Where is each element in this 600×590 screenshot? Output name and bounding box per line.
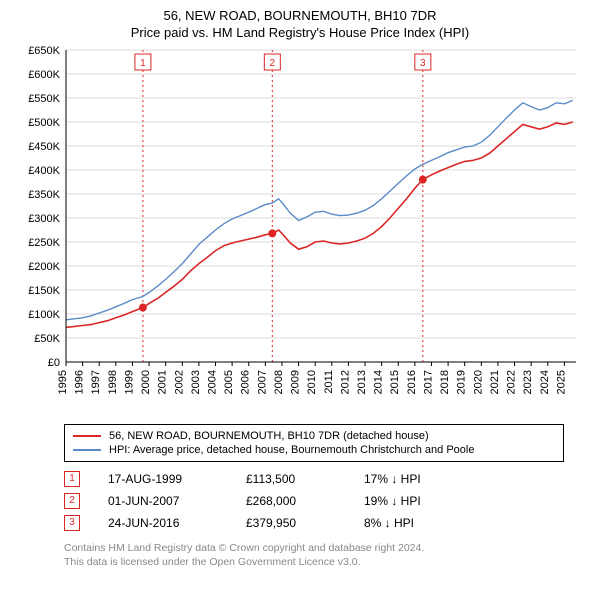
chart-title: 56, NEW ROAD, BOURNEMOUTH, BH10 7DR xyxy=(14,8,586,25)
legend-label: HPI: Average price, detached house, Bour… xyxy=(109,444,474,456)
sale-marker: 1 xyxy=(64,471,80,487)
svg-text:2009: 2009 xyxy=(290,370,302,394)
sale-diff: 17% ↓ HPI xyxy=(364,472,464,486)
svg-text:£300K: £300K xyxy=(28,213,60,225)
svg-text:2019: 2019 xyxy=(456,370,468,394)
svg-text:2011: 2011 xyxy=(323,370,335,394)
svg-text:2001: 2001 xyxy=(157,370,169,394)
svg-text:2007: 2007 xyxy=(256,370,268,394)
svg-text:2025: 2025 xyxy=(555,370,567,394)
svg-text:2017: 2017 xyxy=(422,370,434,394)
svg-text:£650K: £650K xyxy=(28,46,60,57)
svg-text:2014: 2014 xyxy=(373,370,385,394)
sale-row: 1 17-AUG-1999 £113,500 17% ↓ HPI xyxy=(64,468,586,490)
svg-text:£600K: £600K xyxy=(28,69,60,81)
chart-plot-area: £0 £50K £100K £150K £200K £250K £300K £350K £400… xyxy=(14,46,586,416)
svg-text:£250K: £250K xyxy=(28,237,60,249)
svg-text:£100K: £100K xyxy=(28,309,60,321)
svg-text:2018: 2018 xyxy=(439,370,451,394)
svg-text:2013: 2013 xyxy=(356,370,368,394)
svg-text:2006: 2006 xyxy=(240,370,252,394)
svg-text:2002: 2002 xyxy=(173,370,185,394)
legend-box: 56, NEW ROAD, BOURNEMOUTH, BH10 7DR (det… xyxy=(64,424,564,462)
svg-text:£0: £0 xyxy=(48,357,60,369)
svg-text:£150K: £150K xyxy=(28,285,60,297)
svg-text:1: 1 xyxy=(140,58,146,69)
svg-text:2000: 2000 xyxy=(140,370,152,394)
svg-text:£200K: £200K xyxy=(28,261,60,273)
sale-row: 3 24-JUN-2016 £379,950 8% ↓ HPI xyxy=(64,512,586,534)
chart-svg: £0 £50K £100K £150K £200K £250K £300K £350K £400… xyxy=(14,46,586,416)
sale-price: £268,000 xyxy=(246,494,336,508)
sale-marker: 3 xyxy=(64,515,80,531)
svg-text:2024: 2024 xyxy=(539,370,551,394)
legend-row: HPI: Average price, detached house, Bour… xyxy=(73,443,555,457)
sale-row: 2 01-JUN-2007 £268,000 19% ↓ HPI xyxy=(64,490,586,512)
sale-price: £379,950 xyxy=(246,516,336,530)
sale-marker: 2 xyxy=(64,493,80,509)
svg-text:£350K: £350K xyxy=(28,189,60,201)
attribution-line1: Contains HM Land Registry data © Crown c… xyxy=(64,542,586,556)
svg-text:2: 2 xyxy=(270,58,276,69)
attribution-line2: This data is licensed under the Open Gov… xyxy=(64,556,586,570)
legend-swatch xyxy=(73,449,101,451)
svg-text:1997: 1997 xyxy=(90,370,102,394)
svg-text:£550K: £550K xyxy=(28,93,60,105)
svg-text:£450K: £450K xyxy=(28,141,60,153)
svg-text:2004: 2004 xyxy=(207,370,219,394)
svg-text:3: 3 xyxy=(420,58,426,69)
svg-text:£50K: £50K xyxy=(34,333,60,345)
chart-subtitle: Price paid vs. HM Land Registry's House … xyxy=(14,25,586,40)
chart-container: 56, NEW ROAD, BOURNEMOUTH, BH10 7DR Pric… xyxy=(0,0,600,579)
svg-text:2023: 2023 xyxy=(522,370,534,394)
svg-text:2012: 2012 xyxy=(339,370,351,394)
svg-text:1995: 1995 xyxy=(57,370,69,394)
sale-diff: 19% ↓ HPI xyxy=(364,494,464,508)
svg-text:£400K: £400K xyxy=(28,165,60,177)
svg-text:2016: 2016 xyxy=(406,370,418,394)
svg-text:2022: 2022 xyxy=(506,370,518,394)
svg-text:2015: 2015 xyxy=(389,370,401,394)
svg-text:2020: 2020 xyxy=(472,370,484,394)
svg-text:2005: 2005 xyxy=(223,370,235,394)
sales-table: 1 17-AUG-1999 £113,500 17% ↓ HPI 2 01-JUN-200… xyxy=(64,468,586,534)
sale-diff: 8% ↓ HPI xyxy=(364,516,464,530)
sale-date: 24-JUN-2016 xyxy=(108,516,218,530)
sale-date: 01-JUN-2007 xyxy=(108,494,218,508)
svg-text:2008: 2008 xyxy=(273,370,285,394)
attribution: Contains HM Land Registry data © Crown c… xyxy=(64,542,586,569)
svg-text:2003: 2003 xyxy=(190,370,202,394)
svg-text:2021: 2021 xyxy=(489,370,501,394)
svg-text:£500K: £500K xyxy=(28,117,60,129)
sale-price: £113,500 xyxy=(246,472,336,486)
sale-date: 17-AUG-1999 xyxy=(108,472,218,486)
svg-text:2010: 2010 xyxy=(306,370,318,394)
legend-row: 56, NEW ROAD, BOURNEMOUTH, BH10 7DR (det… xyxy=(73,429,555,443)
svg-text:1998: 1998 xyxy=(107,370,119,394)
legend-swatch xyxy=(73,435,101,437)
legend-label: 56, NEW ROAD, BOURNEMOUTH, BH10 7DR (det… xyxy=(109,430,429,442)
svg-text:1996: 1996 xyxy=(74,370,86,394)
svg-text:1999: 1999 xyxy=(123,370,135,394)
